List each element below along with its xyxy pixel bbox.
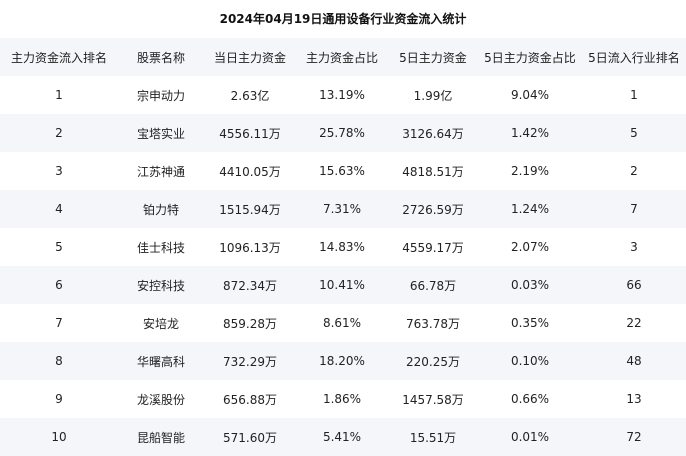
- table-row: 6 安控科技 872.34万 10.41% 66.78万 0.03% 66: [0, 266, 686, 304]
- header-daily-main-fund: 当日主力资金: [213, 50, 286, 65]
- cell-daily-main-fund: 1515.94万: [219, 202, 281, 217]
- cell-main-fund-ratio: 1.86%: [322, 392, 362, 406]
- cell-daily-main-fund: 2.63亿: [230, 88, 270, 103]
- cell-5day-industry-rank: 7: [630, 202, 638, 216]
- cell-stock-name: 宝塔实业: [136, 126, 185, 141]
- header-5day-main-fund: 5日主力资金: [399, 50, 467, 65]
- cell-stock-name: 安培龙: [142, 316, 179, 331]
- cell-5day-main-fund-ratio: 2.07%: [510, 240, 550, 254]
- cell-daily-main-fund: 571.60万: [223, 430, 277, 445]
- cell-5day-main-fund-ratio: 9.04%: [510, 88, 550, 102]
- cell-5day-main-fund-ratio: 0.66%: [510, 392, 550, 406]
- cell-5day-industry-rank: 2: [630, 164, 638, 178]
- cell-main-fund-ratio: 7.31%: [322, 202, 362, 216]
- cell-main-fund-ratio: 14.83%: [319, 240, 365, 254]
- cell-main-fund-ratio: 25.78%: [319, 126, 365, 140]
- cell-5day-main-fund: 1.99亿: [413, 88, 453, 103]
- cell-5day-industry-rank: 22: [626, 316, 642, 330]
- cell-main-fund-ratio: 18.20%: [319, 354, 365, 368]
- cell-main-fund-ratio: 13.19%: [319, 88, 365, 102]
- cell-rank: 7: [55, 316, 63, 330]
- cell-5day-main-fund-ratio: 0.03%: [510, 278, 550, 292]
- header-5day-main-fund-ratio: 5日主力资金占比: [484, 50, 576, 65]
- cell-5day-main-fund: 1457.58万: [402, 392, 464, 407]
- cell-rank: 4: [55, 202, 63, 216]
- header-rank: 主力资金流入排名: [10, 50, 107, 65]
- table-row: 9 龙溪股份 656.88万 1.86% 1457.58万 0.66% 13: [0, 380, 686, 418]
- cell-5day-industry-rank: 13: [626, 392, 642, 406]
- cell-rank: 3: [55, 164, 63, 178]
- cell-5day-main-fund: 220.25万: [406, 354, 460, 369]
- cell-stock-name: 华曙高科: [136, 354, 185, 369]
- cell-5day-industry-rank: 72: [626, 430, 642, 444]
- cell-5day-main-fund-ratio: 2.19%: [510, 164, 550, 178]
- cell-5day-main-fund-ratio: 1.24%: [510, 202, 550, 216]
- cell-daily-main-fund: 1096.13万: [219, 240, 281, 255]
- cell-rank: 6: [55, 278, 63, 292]
- cell-main-fund-ratio: 10.41%: [319, 278, 365, 292]
- cell-daily-main-fund: 4556.11万: [219, 126, 281, 141]
- cell-main-fund-ratio: 8.61%: [322, 316, 362, 330]
- cell-stock-name: 安控科技: [136, 278, 185, 293]
- cell-5day-main-fund: 15.51万: [409, 430, 457, 445]
- cell-main-fund-ratio: 5.41%: [322, 430, 362, 444]
- cell-daily-main-fund: 872.34万: [223, 278, 277, 293]
- page-title: 2024年04月19日通用设备行业资金流入统计: [219, 12, 467, 26]
- cell-rank: 8: [55, 354, 63, 368]
- cell-5day-main-fund: 763.78万: [406, 316, 460, 331]
- cell-5day-industry-rank: 66: [626, 278, 642, 292]
- cell-5day-main-fund: 3126.64万: [402, 126, 464, 141]
- cell-daily-main-fund: 656.88万: [223, 392, 277, 407]
- header-stock-name: 股票名称: [136, 50, 185, 65]
- cell-main-fund-ratio: 15.63%: [319, 164, 365, 178]
- table-row: 2 宝塔实业 4556.11万 25.78% 3126.64万 1.42% 5: [0, 114, 686, 152]
- cell-rank: 9: [55, 392, 63, 406]
- cell-rank: 10: [51, 430, 67, 444]
- cell-stock-name: 江苏神通: [136, 164, 185, 179]
- cell-5day-main-fund: 2726.59万: [402, 202, 464, 217]
- cell-stock-name: 昆船智能: [136, 430, 185, 445]
- cell-stock-name: 铂力特: [142, 202, 179, 217]
- table-row: 3 江苏神通 4410.05万 15.63% 4818.51万 2.19% 2: [0, 152, 686, 190]
- cell-5day-main-fund-ratio: 0.01%: [510, 430, 550, 444]
- table-row: 1 宗申动力 2.63亿 13.19% 1.99亿 9.04% 1: [0, 76, 686, 114]
- cell-5day-main-fund-ratio: 0.35%: [510, 316, 550, 330]
- cell-5day-industry-rank: 3: [630, 240, 638, 254]
- table-row: 10 昆船智能 571.60万 5.41% 15.51万 0.01% 72: [0, 418, 686, 456]
- cell-daily-main-fund: 859.28万: [223, 316, 277, 331]
- cell-rank: 5: [55, 240, 63, 254]
- cell-stock-name: 宗申动力: [136, 88, 185, 103]
- cell-stock-name: 龙溪股份: [136, 392, 185, 407]
- header-main-fund-ratio: 主力资金占比: [305, 50, 378, 65]
- cell-5day-main-fund: 4559.17万: [402, 240, 464, 255]
- table-header-row: 主力资金流入排名 股票名称 当日主力资金 主力资金占比 5日主力资金 5日主力资…: [0, 38, 686, 76]
- table-row: 4 铂力特 1515.94万 7.31% 2726.59万 1.24% 7: [0, 190, 686, 228]
- cell-5day-industry-rank: 1: [630, 88, 638, 102]
- cell-daily-main-fund: 732.29万: [223, 354, 277, 369]
- table-row: 7 安培龙 859.28万 8.61% 763.78万 0.35% 22: [0, 304, 686, 342]
- cell-daily-main-fund: 4410.05万: [219, 164, 281, 179]
- table-row: 5 佳士科技 1096.13万 14.83% 4559.17万 2.07% 3: [0, 228, 686, 266]
- cell-5day-industry-rank: 48: [626, 354, 642, 368]
- cell-rank: 2: [55, 126, 63, 140]
- table-row: 8 华曙高科 732.29万 18.20% 220.25万 0.10% 48: [0, 342, 686, 380]
- cell-5day-main-fund-ratio: 0.10%: [510, 354, 550, 368]
- cell-5day-main-fund: 66.78万: [409, 278, 457, 293]
- cell-stock-name: 佳士科技: [136, 240, 185, 255]
- header-5day-industry-rank: 5日流入行业排名: [588, 50, 680, 65]
- fund-flow-table: 主力资金流入排名 股票名称 当日主力资金 主力资金占比 5日主力资金 5日主力资…: [0, 38, 686, 456]
- cell-5day-main-fund: 4818.51万: [402, 164, 464, 179]
- cell-5day-main-fund-ratio: 1.42%: [510, 126, 550, 140]
- cell-rank: 1: [55, 88, 63, 102]
- cell-5day-industry-rank: 5: [630, 126, 638, 140]
